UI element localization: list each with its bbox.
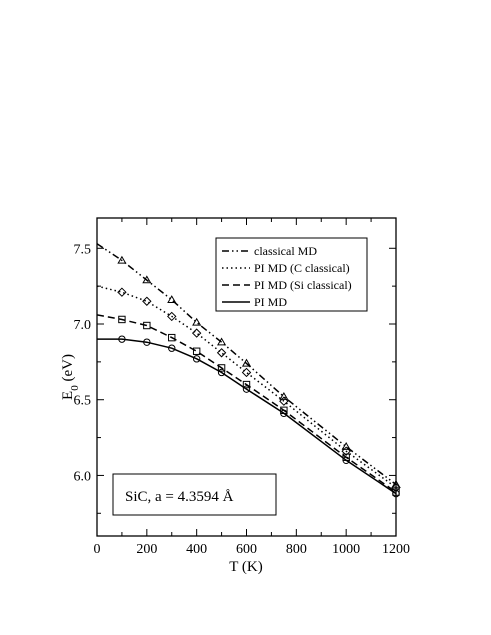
annotation-frame (112, 473, 277, 516)
data-point-diamond (216, 348, 227, 358)
x-tick-label: 0 (94, 542, 101, 557)
data-point-circle (280, 409, 288, 418)
series-triangle (96, 243, 401, 488)
data-point-square (217, 364, 226, 372)
y-axis-label: E0 (eV) (60, 354, 81, 400)
y-tick-label: 6.0 (74, 469, 92, 484)
legend-entries: classical MD PI MD (C classical) PI MD (Si… (222, 244, 352, 309)
y-axis-label-unit: (eV) (60, 354, 76, 385)
data-point-triangle (391, 479, 401, 488)
series-line (96, 243, 397, 486)
legend: classical MD PI MD (C classical) PI MD (Si… (215, 237, 368, 312)
data-point-triangle (117, 255, 127, 264)
data-point-triangle (341, 441, 351, 450)
data-point-circle (217, 368, 226, 377)
legend-label: PI MD (C classical) (254, 261, 350, 275)
data-point-circle (342, 456, 350, 464)
data-point-triangle (279, 391, 289, 400)
data-point-diamond (279, 396, 289, 406)
x-tick-label: 200 (136, 542, 157, 557)
data-point-square (118, 315, 126, 324)
data-point-square (143, 321, 151, 330)
data-point-triangle (217, 337, 227, 346)
x-tick-label: 800 (286, 542, 307, 557)
series-line (97, 338, 397, 495)
data-point-diamond (167, 311, 177, 322)
series-layer (96, 243, 401, 498)
data-point-diamond (142, 296, 152, 306)
x-tick-label: 400 (186, 542, 207, 557)
data-point-diamond (117, 287, 127, 297)
data-point-square (242, 380, 251, 389)
data-point-triangle (167, 295, 177, 303)
legend-box (215, 237, 368, 312)
data-point-triangle (142, 275, 152, 284)
data-point-square (192, 347, 201, 355)
data-point-diamond (391, 482, 401, 493)
data-point-circle (143, 338, 151, 346)
data-point-triangle (192, 317, 202, 326)
data-point-circle (118, 335, 126, 343)
data-point-circle (168, 344, 176, 352)
data-point-circle (392, 489, 400, 498)
data-point-circle (242, 385, 251, 393)
annotation-box: SiC, a = 4.3594 Å (112, 473, 277, 516)
data-point-diamond (191, 328, 202, 338)
series-line (96, 314, 397, 493)
annotation-text: SiC, a = 4.3594 Å (125, 489, 234, 505)
x-tick-label: 600 (236, 542, 257, 557)
legend-label: PI MD (Si classical) (254, 278, 352, 292)
x-axis-ticks: 0 200 400 600 800 1000 1200 (94, 218, 410, 557)
y-axis-ticks: 6.0 6.5 7.0 7.5 (74, 242, 396, 514)
y-tick-label: 7.0 (74, 318, 92, 333)
series-line (96, 285, 397, 489)
x-tick-label: 1000 (332, 542, 360, 557)
data-point-diamond (341, 446, 351, 456)
y-axis-label-subscript: 0 (69, 385, 81, 391)
series-square (96, 314, 400, 496)
y-tick-label: 6.5 (74, 394, 92, 409)
y-tick-label: 7.5 (74, 242, 92, 257)
data-point-triangle (241, 358, 252, 367)
series-circle (97, 335, 400, 498)
x-tick-label: 1200 (382, 542, 410, 557)
x-axis-label: T (K) (229, 559, 262, 575)
data-point-diamond (241, 367, 252, 378)
data-point-square (168, 333, 176, 342)
legend-label: PI MD (254, 295, 287, 309)
data-point-circle (192, 355, 201, 363)
series-diamond (96, 285, 401, 493)
legend-label: classical MD (254, 244, 317, 258)
